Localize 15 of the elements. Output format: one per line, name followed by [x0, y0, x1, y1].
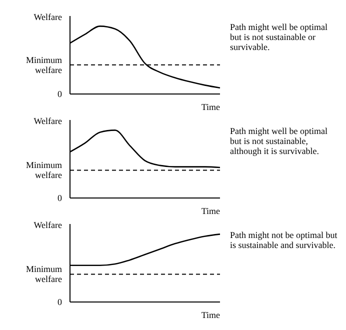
- x-axis-title: Time: [201, 310, 220, 320]
- text: Path might well be optimal but is not sustainable or survivable.: [230, 22, 328, 52]
- text: 0: [58, 193, 62, 203]
- text: 0: [58, 89, 62, 99]
- text: 0: [58, 297, 62, 307]
- ref-line-label: Minimum welfare: [26, 54, 62, 75]
- y-axis-title: Welfare: [34, 12, 62, 22]
- ref-line-label: Minimum welfare: [26, 160, 62, 180]
- y-axis-title: Welfare: [34, 116, 62, 126]
- x-axis-title: Time: [201, 102, 220, 112]
- text: Path might not be optimal but is sustainable and survivable.: [230, 230, 338, 250]
- x-axis-title: Time: [201, 206, 220, 216]
- y-axis-title: Welfare: [34, 220, 62, 230]
- ref-line-label: Minimum welfare: [26, 264, 62, 284]
- text: Path might well be optimal but is not sustainable, although it is survivable.: [230, 126, 328, 156]
